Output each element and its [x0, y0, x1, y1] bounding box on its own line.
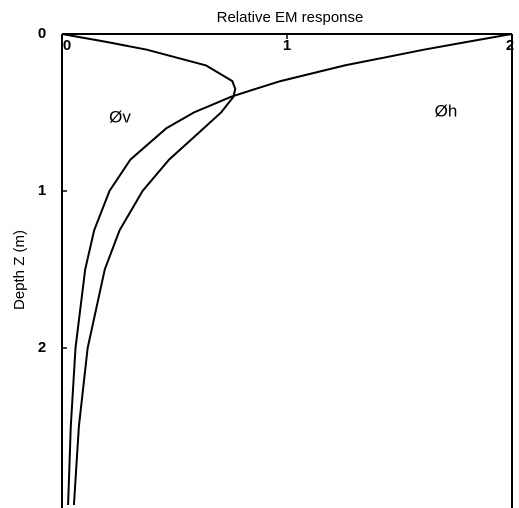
- y-tick-label: 1: [38, 182, 46, 199]
- y-tick-label: 2: [38, 339, 46, 356]
- x-tick-label: 1: [283, 37, 291, 54]
- y-tick-label: 0: [38, 25, 46, 42]
- x-tick-label: 2: [506, 37, 514, 54]
- x-tick-label: 0: [63, 37, 71, 54]
- y-axis-label: Depth Z (m): [11, 230, 28, 310]
- series-label: Øv: [109, 107, 131, 126]
- x-axis-label: Relative EM response: [217, 9, 364, 26]
- series-label: Øh: [435, 101, 458, 120]
- line-series: [61, 33, 237, 506]
- line-series: [67, 33, 513, 506]
